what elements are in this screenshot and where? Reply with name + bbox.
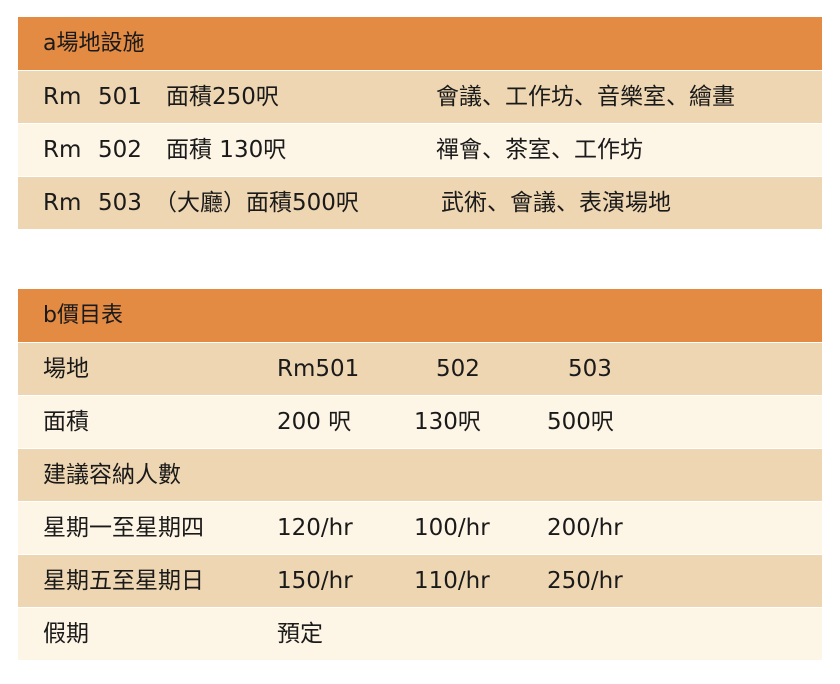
room-area: （大廳）面積500呎 [154,190,359,216]
facility-row-502: Rm 502 面積 130呎 禪會、茶室、工作坊 [18,123,822,176]
cell-rm501: 預定 [277,621,323,647]
cell-503: 500呎 [547,409,614,435]
cell-502: 110/hr [414,568,490,594]
cell-rm501: 120/hr [277,515,353,541]
facilities-table: a場地設施 Rm 501 面積250呎 會議、工作坊、音樂室、繪畫 Rm 502… [18,17,822,229]
price-table: b價目表 場地 Rm501 502 503 面積 200 呎 130呎 500呎… [18,289,822,660]
room-prefix: Rm [43,137,82,163]
facilities-title: a場地設施 [43,31,145,56]
row-label: 建議容納人數 [43,462,181,488]
price-header: b價目表 [18,289,822,342]
col-502: 502 [436,356,480,382]
room-uses: 武術、會議、表演場地 [441,190,671,216]
row-label: 場地 [43,356,89,382]
facility-row-503: Rm 503 （大廳）面積500呎 武術、會議、表演場地 [18,176,822,229]
cell-rm501: 150/hr [277,568,353,594]
cell-rm501: 200 呎 [277,409,352,435]
cell-503: 200/hr [547,515,623,541]
price-row-holiday: 假期 預定 [18,607,822,660]
room-uses: 會議、工作坊、音樂室、繪畫 [436,84,735,110]
row-label: 假期 [43,621,89,647]
row-label: 星期五至星期日 [43,568,204,594]
price-row-capacity: 建議容納人數 [18,448,822,501]
room-number: 503 [98,190,142,216]
cell-502: 100/hr [414,515,490,541]
room-number: 501 [98,84,142,110]
row-label: 面積 [43,409,89,435]
price-row-weekend: 星期五至星期日 150/hr 110/hr 250/hr [18,554,822,607]
facility-row-501: Rm 501 面積250呎 會議、工作坊、音樂室、繪畫 [18,70,822,123]
row-label: 星期一至星期四 [43,515,204,541]
cell-502: 130呎 [414,409,481,435]
room-prefix: Rm [43,190,82,216]
price-row-area: 面積 200 呎 130呎 500呎 [18,395,822,448]
room-area: 面積250呎 [166,84,279,110]
room-area: 面積 130呎 [166,137,287,163]
room-number: 502 [98,137,142,163]
price-row-weekday: 星期一至星期四 120/hr 100/hr 200/hr [18,501,822,554]
facilities-header: a場地設施 [18,17,822,70]
col-rm501: Rm501 [277,356,360,382]
cell-503: 250/hr [547,568,623,594]
price-title: b價目表 [43,303,123,328]
room-prefix: Rm [43,84,82,110]
col-503: 503 [568,356,612,382]
price-row-venue: 場地 Rm501 502 503 [18,342,822,395]
room-uses: 禪會、茶室、工作坊 [436,137,643,163]
